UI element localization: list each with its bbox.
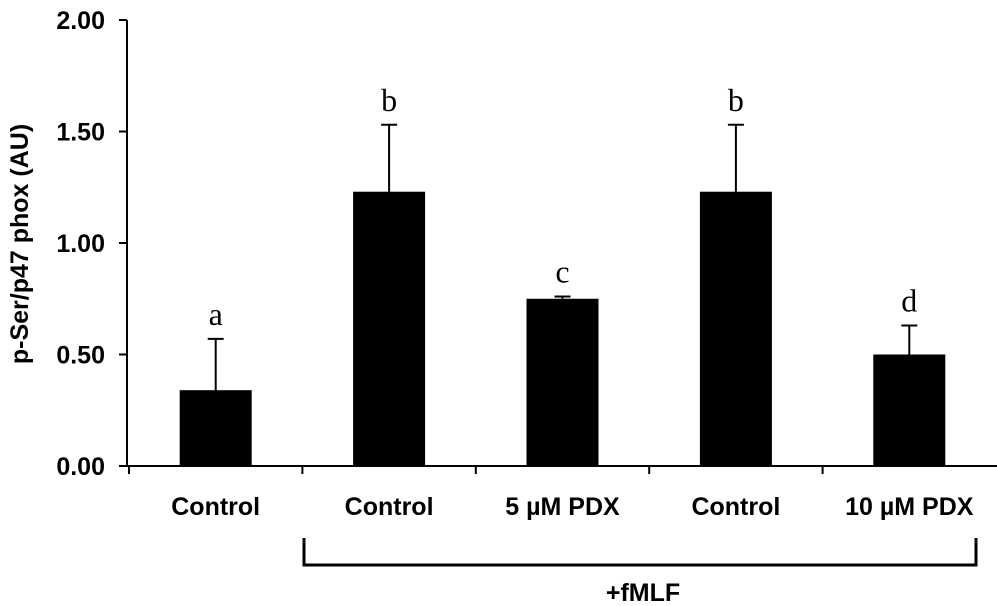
y-tick-label: 0.00 xyxy=(56,453,105,481)
group-bracket-label: +fMLF xyxy=(606,579,680,606)
y-tick-label: 1.50 xyxy=(56,119,105,147)
category-label: 10 µM PDX xyxy=(845,493,974,521)
y-tick-label: 1.00 xyxy=(56,230,105,258)
bar xyxy=(353,191,426,466)
x-axis xyxy=(127,465,997,474)
significance-label: d xyxy=(901,283,917,319)
error-bars xyxy=(207,123,918,391)
category-label: 5 µM PDX xyxy=(505,493,620,521)
bar xyxy=(873,354,946,466)
category-label: Control xyxy=(691,493,780,521)
y-tick-label: 0.50 xyxy=(56,342,105,370)
bracket-line xyxy=(302,538,978,567)
significance-label: c xyxy=(555,254,569,290)
bars xyxy=(179,191,946,466)
category-labels: Control Control 5 µM PDX Control 10 µM PDX xyxy=(171,493,974,521)
category-label: Control xyxy=(345,493,434,521)
y-axis: 0.00 0.50 1.00 1.50 2.00 xyxy=(56,7,128,481)
bar xyxy=(179,390,252,466)
significance-label: a xyxy=(209,296,223,332)
group-bracket: +fMLF xyxy=(302,538,978,606)
bar xyxy=(699,191,772,466)
y-axis-label: p-Ser/p47 phox (AU) xyxy=(6,124,34,364)
significance-labels: a b c b d xyxy=(209,82,918,332)
category-label: Control xyxy=(171,493,260,521)
significance-label: b xyxy=(728,82,744,118)
bar xyxy=(526,298,599,466)
y-tick-label: 2.00 xyxy=(56,7,105,35)
significance-label: b xyxy=(381,82,397,118)
